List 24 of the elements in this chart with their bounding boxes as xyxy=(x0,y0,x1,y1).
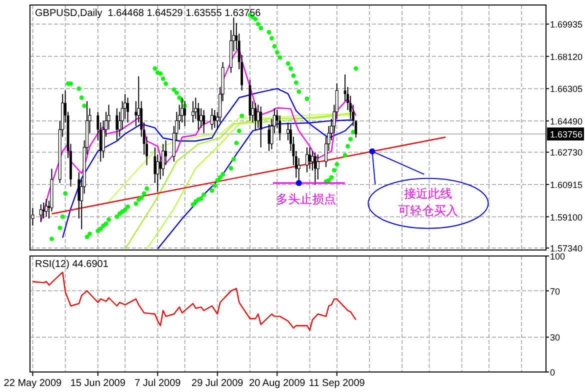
y-tick-label: 0 xyxy=(550,368,556,378)
title: RSI(12) 44.6901 xyxy=(35,259,108,270)
x-tick-label: 29 Jul 2009 xyxy=(192,378,244,389)
y-tick-label: 1.66305 xyxy=(550,84,583,94)
annotation: 接近此线 xyxy=(404,186,452,200)
ref-line-label: 1.63756 xyxy=(550,129,583,140)
title: GBPUSD,Daily 1.64468 1.64529 1.63555 1.63756 xyxy=(35,8,261,19)
x-tick-label: 22 May 2009 xyxy=(4,378,62,389)
y-tick-label: 100 xyxy=(550,252,566,262)
y-tick-label: 1.57340 xyxy=(550,244,583,254)
y-tick-label: 1.60915 xyxy=(550,180,583,190)
y-tick-label: 1.59100 xyxy=(550,212,583,222)
y-tick-label: 70 xyxy=(550,286,560,296)
x-tick-label: 7 Jul 2009 xyxy=(134,378,181,389)
x-tick-label: 20 Aug 2009 xyxy=(249,378,306,389)
y-tick-label: 1.69935 xyxy=(550,20,583,30)
x-tick-label: 11 Sep 2009 xyxy=(308,378,365,389)
y-tick-label: 1.62730 xyxy=(550,148,583,158)
annotation: 可轻仓买入 xyxy=(398,203,458,218)
y-tick-label: 1.64490 xyxy=(550,116,583,126)
x-tick-label: 15 Jun 2009 xyxy=(70,378,126,389)
y-tick-label: 30 xyxy=(550,332,560,343)
y-tick-label: 1.68120 xyxy=(550,52,583,62)
annotation: 多头止损点 xyxy=(276,192,336,206)
